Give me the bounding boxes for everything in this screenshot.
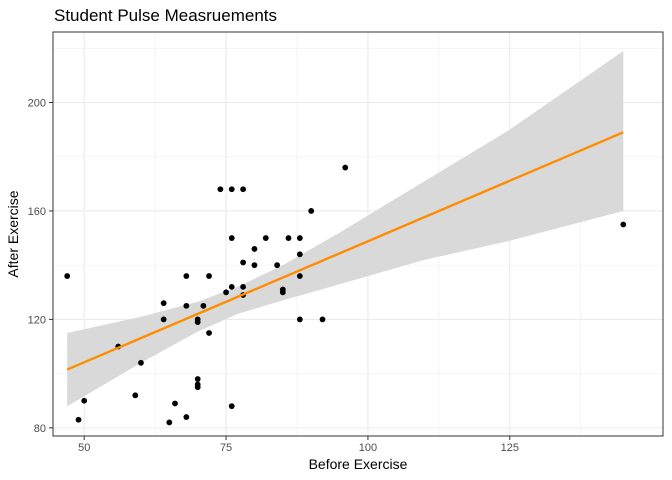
- data-point: [172, 400, 178, 407]
- data-point: [620, 221, 627, 228]
- data-point: [279, 289, 286, 296]
- data-point: [240, 283, 246, 290]
- x-tick-label: 125: [501, 442, 519, 454]
- data-point: [319, 316, 326, 323]
- x-axis-title: Before Exercise: [309, 456, 408, 472]
- y-tick-label: 200: [28, 97, 46, 109]
- data-point: [183, 302, 190, 309]
- data-point: [200, 302, 207, 309]
- y-axis-title: After Exercise: [5, 190, 21, 277]
- data-point: [228, 186, 235, 193]
- data-point: [138, 359, 144, 366]
- confidence-band: [67, 51, 624, 407]
- x-axis: 50 75 100 125: [78, 436, 519, 454]
- data-point: [166, 419, 173, 426]
- data-point: [296, 273, 303, 279]
- regression-line: [66, 131, 624, 371]
- data-point: [251, 262, 258, 269]
- y-tick-label: 80: [34, 423, 46, 435]
- data-point: [132, 392, 139, 399]
- data-point: [194, 319, 201, 326]
- data-point: [262, 235, 269, 241]
- y-tick-label: 160: [28, 206, 46, 218]
- data-point: [194, 376, 201, 382]
- data-point: [183, 273, 190, 279]
- data-point: [342, 164, 349, 171]
- data-point: [285, 235, 292, 241]
- data-point: [228, 403, 235, 410]
- data-point: [223, 289, 229, 296]
- data-point: [296, 316, 303, 323]
- data-point: [240, 186, 246, 193]
- data-point: [228, 283, 235, 290]
- data-point: [75, 416, 82, 423]
- data-point: [308, 208, 315, 214]
- data-point: [206, 330, 212, 336]
- data-point: [251, 246, 258, 252]
- data-point: [206, 273, 212, 279]
- data-point: [228, 235, 235, 241]
- data-point: [160, 316, 167, 323]
- data-point: [160, 300, 167, 307]
- y-axis: 80 120 160 200: [28, 97, 53, 435]
- data-point: [64, 273, 71, 279]
- data-point: [81, 397, 88, 404]
- data-point: [296, 235, 303, 241]
- x-tick-label: 100: [359, 442, 377, 454]
- x-tick-label: 50: [78, 442, 90, 454]
- y-tick-label: 120: [28, 314, 46, 326]
- data-point: [296, 251, 303, 258]
- data-point: [217, 186, 224, 193]
- data-point: [183, 414, 190, 420]
- x-tick-label: 75: [220, 442, 232, 454]
- data-point: [240, 259, 246, 266]
- data-point: [274, 262, 281, 269]
- chart-title: Student Pulse Measruements: [54, 6, 277, 25]
- data-point: [194, 384, 201, 391]
- panel-border: [52, 31, 664, 437]
